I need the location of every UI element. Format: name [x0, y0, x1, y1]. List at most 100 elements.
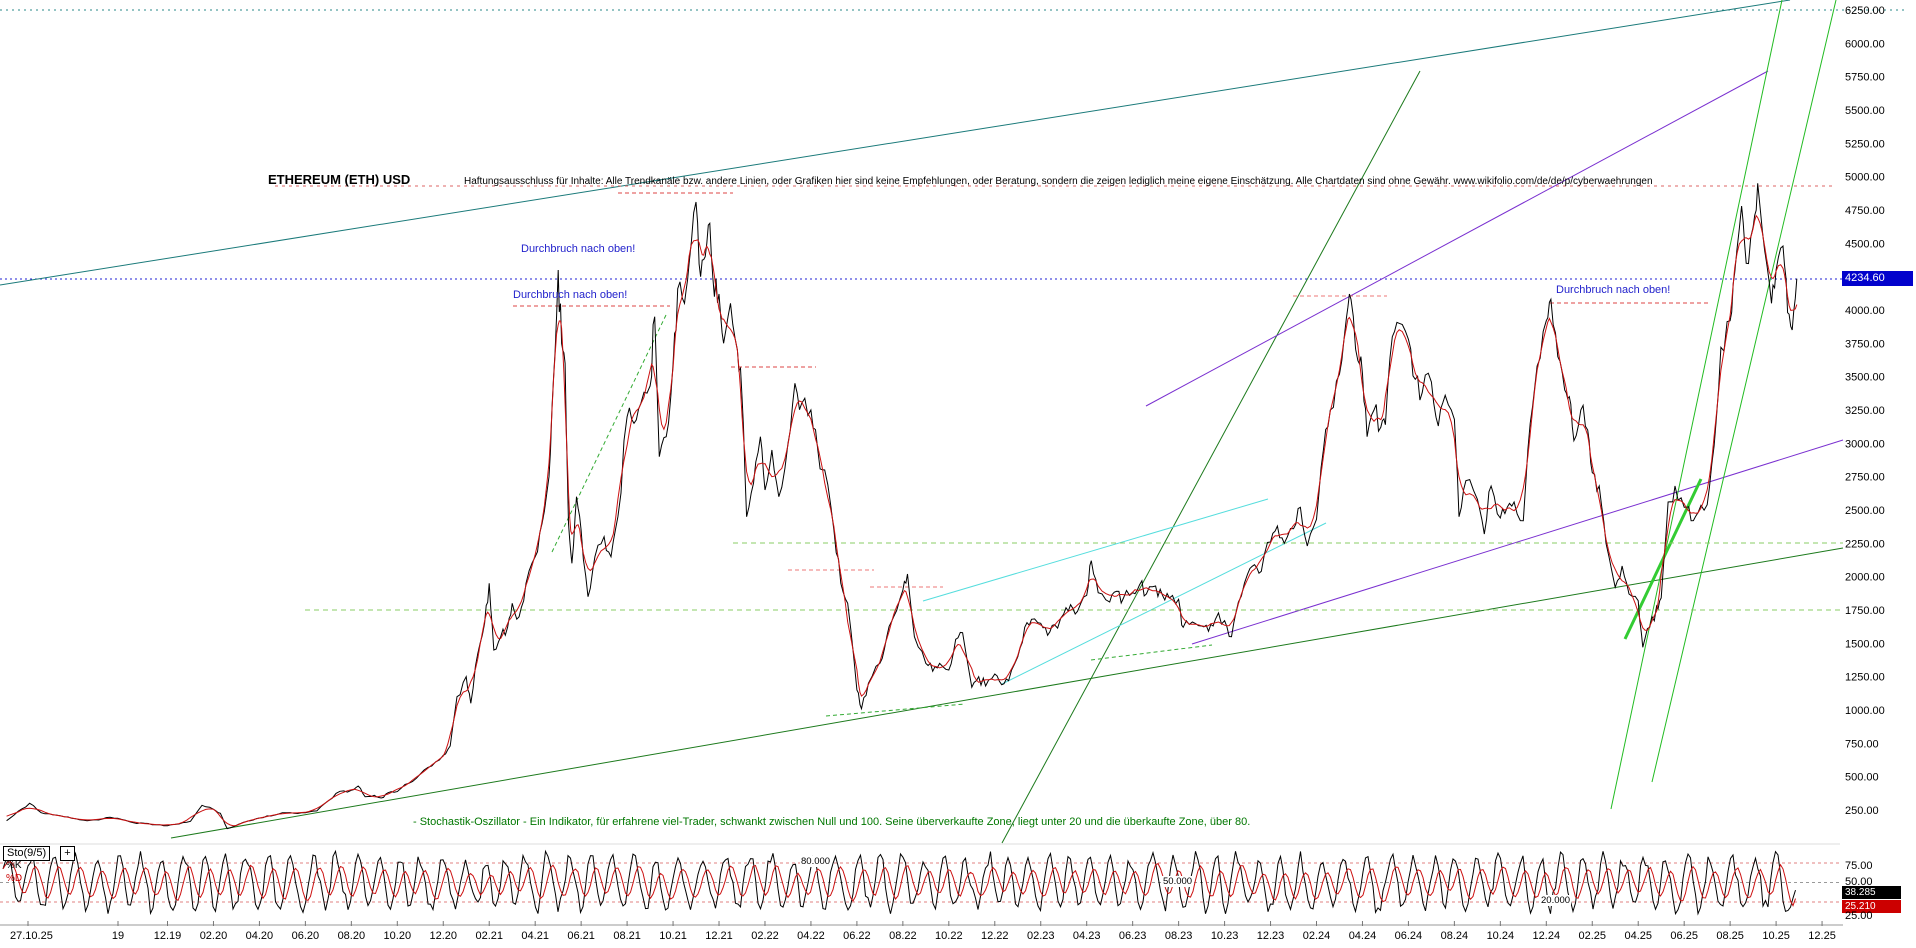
price-axis-label: 1250.00	[1845, 672, 1885, 684]
price-axis-label: 1000.00	[1845, 705, 1885, 717]
date-axis-label: 27.10.25	[10, 930, 53, 942]
date-axis-label: 06.22	[843, 930, 871, 942]
price-axis-label: 2000.00	[1845, 572, 1885, 584]
price-axis-label: 500.00	[1845, 772, 1879, 784]
price-axis-label: 6000.00	[1845, 38, 1885, 50]
stochastic-indicator-label[interactable]: Sto(9/5)	[3, 846, 51, 861]
date-axis-label: 08.23	[1165, 930, 1193, 942]
date-axis-label: 12.20	[429, 930, 457, 942]
cyan-2-trendline	[1001, 522, 1327, 685]
price-axis-label: 5500.00	[1845, 105, 1885, 117]
axes-layer: 6250.00 6000.00 5750.00 5500.00 5250.00 5000.…	[0, 5, 1885, 942]
date-axis-label: 12.24	[1533, 930, 1561, 942]
percent-k-label: %K	[6, 860, 22, 871]
date-axis-label: 04.24	[1349, 930, 1377, 942]
date-axis-label: 10.25	[1762, 930, 1790, 942]
oscillator-level-label-50: 50.000	[1162, 876, 1194, 887]
cyan-1-trendline	[922, 498, 1269, 602]
oscillator-level-label-80: 80.000	[800, 856, 832, 867]
price-axis-label: 3750.00	[1845, 338, 1885, 350]
oscillator-k-line	[2, 849, 1796, 916]
price-axis-label: 1750.00	[1845, 605, 1885, 617]
date-axis-label: 08.22	[889, 930, 917, 942]
lime-steep-2-trendline	[1651, 0, 1837, 783]
price-axis-label: 4000.00	[1845, 305, 1885, 317]
date-axis-label: 10.24	[1487, 930, 1515, 942]
date-axis-label: 10.21	[659, 930, 687, 942]
price-axis-label: 2500.00	[1845, 505, 1885, 517]
date-axis-label: 12.22	[981, 930, 1009, 942]
date-axis-label: 10.20	[384, 930, 412, 942]
current-price-tag: 4234.60	[1842, 271, 1913, 286]
breakout-annotation: Durchbruch nach oben!	[521, 243, 636, 255]
green-dash-channel-2021-trendline	[551, 314, 667, 553]
purple-resistance-trendline	[1145, 70, 1769, 407]
price-axis-label: 4750.00	[1845, 205, 1885, 217]
price-axis-label: 2750.00	[1845, 472, 1885, 484]
price-axis-label: 3250.00	[1845, 405, 1885, 417]
oscillator-layer	[0, 849, 1840, 916]
price-axis-label: 5250.00	[1845, 138, 1885, 150]
date-axis-label: 06.20	[292, 930, 320, 942]
disclaimer-text: Haftungsausschluss für Inhalte: Alle Tre…	[464, 176, 1653, 187]
date-axis-label: 02.23	[1027, 930, 1055, 942]
green-dash-low-2023-trendline	[1090, 644, 1213, 661]
date-axis-label: 02.25	[1578, 930, 1606, 942]
date-axis-label: 08.25	[1716, 930, 1744, 942]
price-axis-label: 250.00	[1845, 805, 1879, 817]
percent-d-label: %D	[6, 873, 23, 884]
green-trend-2023-trendline	[1001, 70, 1421, 844]
oscillator-d-line	[2, 861, 1796, 907]
date-axis-label: 10.22	[935, 930, 963, 942]
price-line	[6, 183, 1798, 830]
trendlines-layer	[0, 0, 1908, 844]
date-axis-label: 12.25	[1808, 930, 1836, 942]
date-axis-label: 02.20	[200, 930, 228, 942]
price-axis-label: 3500.00	[1845, 372, 1885, 384]
page-title: ETHEREUM (ETH) USD	[268, 172, 411, 187]
date-axis-label: 12.21	[705, 930, 733, 942]
price-axis-label: 6250.00	[1845, 5, 1885, 17]
date-axis-label: 06.24	[1395, 930, 1423, 942]
breakout-annotation: Durchbruch nach oben!	[1556, 284, 1671, 296]
breakout-annotation: Durchbruch nach oben!	[513, 289, 628, 301]
date-axis-label: 19	[112, 930, 124, 942]
price-axis-label: 2250.00	[1845, 538, 1885, 550]
price-axis-label: 5750.00	[1845, 72, 1885, 84]
date-axis-label: 08.20	[338, 930, 366, 942]
indicator-expand-button[interactable]: +	[60, 846, 75, 861]
green-dash-low-2022-trendline	[825, 703, 966, 717]
lime-steep-1-trendline	[1610, 0, 1783, 810]
date-axis-label: 02.21	[475, 930, 503, 942]
date-axis-label: 04.22	[797, 930, 825, 942]
date-axis-label: 06.21	[567, 930, 595, 942]
oscillator-side-label-25: 25.00	[1845, 910, 1873, 922]
date-axis-label: 08.21	[613, 930, 641, 942]
teal-channel-upper-trendline	[0, 0, 1791, 286]
date-axis-label: 04.25	[1624, 930, 1652, 942]
purple-support-trendline	[1191, 439, 1844, 645]
signal-line	[6, 214, 1798, 827]
d-value-tag: 25.210	[1842, 900, 1901, 913]
k-value-tag: 38.285	[1842, 886, 1901, 899]
price-axis-label: 750.00	[1845, 738, 1879, 750]
date-axis-label: 02.22	[751, 930, 779, 942]
price-axis-label: 5000.00	[1845, 172, 1885, 184]
date-axis-label: 12.19	[154, 930, 182, 942]
date-axis-label: 04.23	[1073, 930, 1101, 942]
oscillator-description: - Stochastik-Oszillator - Ein Indikator,…	[413, 816, 1251, 828]
date-axis-label: 06.25	[1670, 930, 1698, 942]
date-axis-label: 04.20	[246, 930, 274, 942]
date-axis-label: 02.24	[1303, 930, 1331, 942]
price-axis-label: 1500.00	[1845, 638, 1885, 650]
date-axis-label: 12.23	[1257, 930, 1285, 942]
green-support-long-trendline	[170, 547, 1844, 839]
price-series-layer	[6, 183, 1798, 830]
oscillator-side-label-50: 50.00	[1845, 876, 1873, 888]
oscillator-level-label-20: 20.000	[1540, 895, 1572, 906]
date-axis-label: 08.24	[1441, 930, 1469, 942]
price-axis-label: 4500.00	[1845, 238, 1885, 250]
date-axis-label: 04.21	[521, 930, 549, 942]
